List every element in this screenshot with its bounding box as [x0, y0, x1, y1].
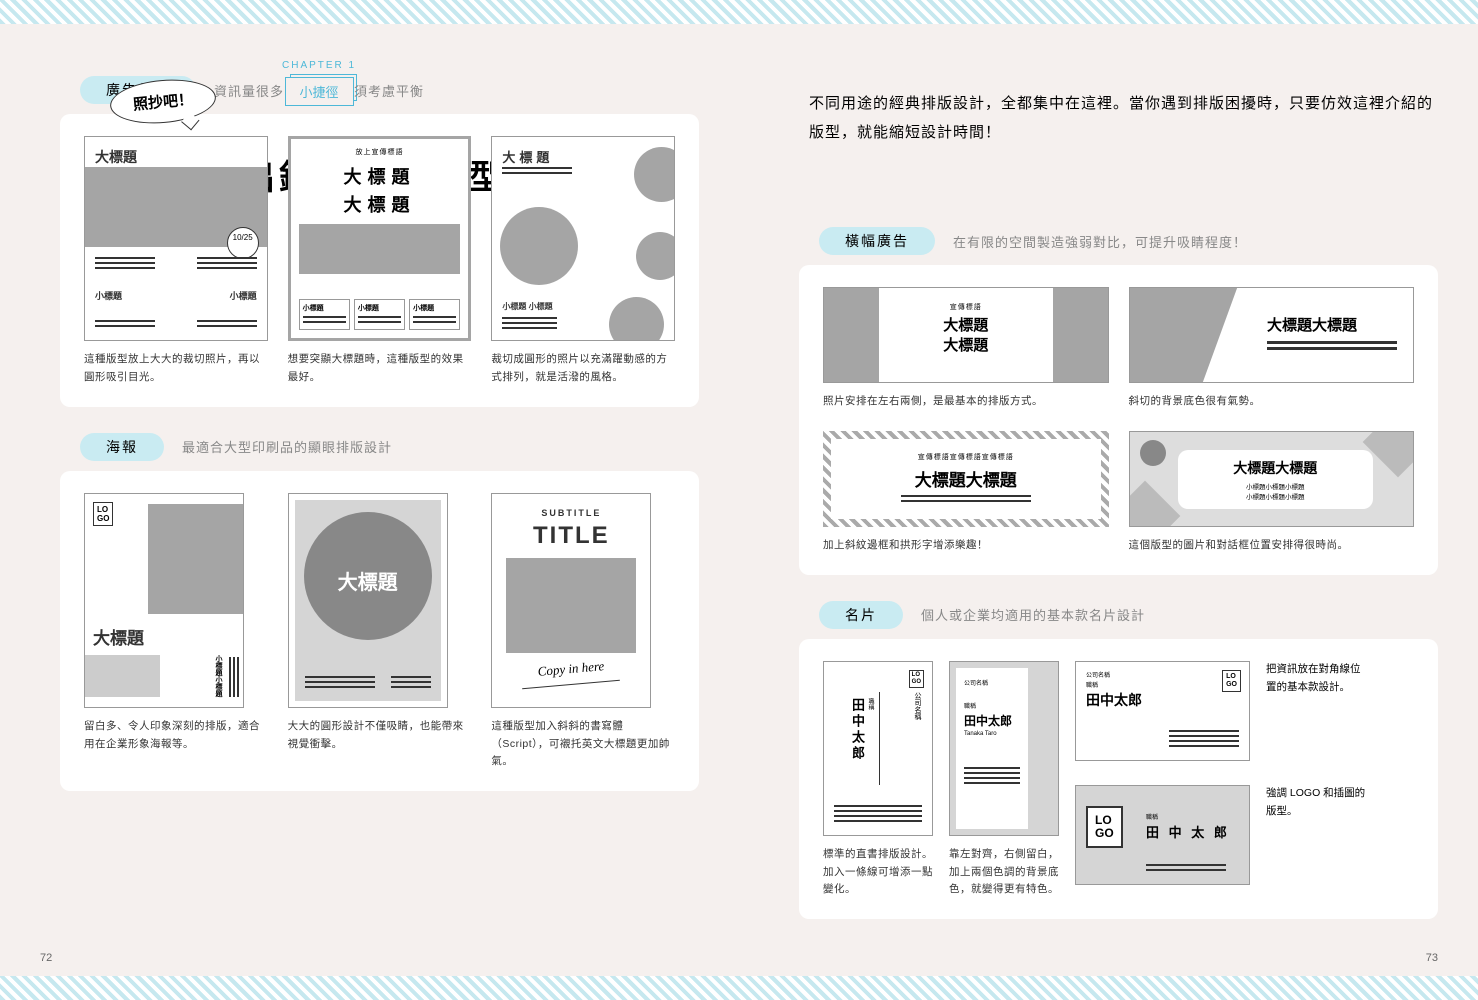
bizcard-1: LOGO 公司名稱 職稱 田中太郎 標準的直書排版設計。加入一條線可增添一點變化… [823, 661, 933, 900]
page-number-right: 73 [1426, 952, 1438, 964]
intro-text: 不同用途的經典排版設計，全都集中在這裡。當你遇到排版困擾時，只要仿效這裡介紹的版… [809, 90, 1438, 147]
bizcard-thumb-3: 公司名稱 職稱 田中太郎 LOGO [1075, 661, 1250, 761]
flyer-card-1: 大標題 10/25 小標題 小標題 這種版型放上大大的裁切照片，再以圓形吸引目光… [84, 136, 268, 387]
page-right: 不同用途的經典排版設計，全都集中在這裡。當你遇到排版困擾時，只要仿效這裡介紹的版… [739, 0, 1478, 1000]
section-sub: 最適合大型印刷品的顯眼排版設計 [182, 437, 392, 456]
bizcard-2: 公司名稱 職稱 田中太郎 Tanaka Taro 靠左對齊，右側留白，加上兩個色… [949, 661, 1059, 900]
chapter-box: CHAPTER 1 小捷徑 [282, 60, 356, 106]
bizcard-thumb-4: LOGO 職稱 田 中 太 郎 [1075, 785, 1250, 885]
banner-thumb-3: 宣傳標語宣傳標語宣傳標語 大標題大標題 [823, 431, 1109, 527]
banner-card-1: 宣傳標語 大標題 大標題 照片安排在左右兩側，是最基本的排版方式。 [823, 287, 1109, 411]
section-tag: 海報 [80, 433, 164, 461]
caption: 大大的圓形設計不僅吸睛，也能帶來視覺衝擊。 [288, 718, 472, 754]
caption: 想要突顯大標題時，這種版型的效果最好。 [288, 351, 472, 387]
caption: 靠左對齊，右側留白，加上兩個色調的背景底色，就變得更有特色。 [949, 846, 1059, 900]
flyer-row: 大標題 10/25 小標題 小標題 這種版型放上大大的裁切照片，再以圓形吸引目光… [60, 114, 699, 407]
section-banner: 橫幅廣告 在有限的空間製造強弱對比，可提升吸睛程度！ 宣傳標語 大標題 大標題 … [779, 227, 1438, 575]
banner-thumb-1: 宣傳標語 大標題 大標題 [823, 287, 1109, 383]
flyer-thumb-1: 大標題 10/25 小標題 小標題 [84, 136, 268, 341]
banner-card-3: 宣傳標語宣傳標語宣傳標語 大標題大標題 加上斜紋邊框和拱形字增添樂趣！ [823, 431, 1109, 555]
bizcard-thumb-1: LOGO 公司名稱 職稱 田中太郎 [823, 661, 933, 836]
caption: 這個版型的圖片和對話框位置安排得很時尚。 [1129, 537, 1415, 555]
caption: 強調 LOGO 和插圖的版型。 [1266, 785, 1366, 821]
caption: 裁切成圓形的照片以充滿躍動感的方式排列，就是活潑的風格。 [491, 351, 675, 387]
caption: 留白多、令人印象深刻的排版，適合用在企業形象海報等。 [84, 718, 268, 754]
section-flyer: 廣告傳單 資訊量很多時，排版必須考慮平衡 大標題 10/25 小標題 小標題 [40, 76, 699, 407]
poster-thumb-1: LOGO 大標題 小標題小標題 [84, 493, 244, 708]
flyer-thumb-2: 放上宣傳標語 大標題 大標題 小標題 小標題 小標題 [288, 136, 472, 341]
bizcard-row: LOGO 公司名稱 職稱 田中太郎 標準的直書排版設計。加入一條線可增添一點變化… [799, 639, 1438, 920]
flyer-card-3: 大標題 小標題 小標題 裁切成圓形的照片以充滿躍動感的方式排列，就是活潑的風格。 [491, 136, 675, 387]
section-tag: 橫幅廣告 [819, 227, 935, 255]
section-tag: 名片 [819, 601, 903, 629]
poster-thumb-3: SUBTITLE TITLE Copy in here [491, 493, 651, 708]
section-sub: 個人或企業均適用的基本款名片設計 [921, 605, 1145, 624]
caption: 加上斜紋邊框和拱形字增添樂趣！ [823, 537, 1109, 555]
caption: 照片安排在左右兩側，是最基本的排版方式。 [823, 393, 1109, 411]
poster-card-3: SUBTITLE TITLE Copy in here 這種版型加入斜斜的書寫體… [491, 493, 675, 772]
poster-card-1: LOGO 大標題 小標題小標題 留白多、令人印象深刻的排版，適合用在企業形象海報… [84, 493, 268, 772]
caption: 標準的直書排版設計。加入一條線可增添一點變化。 [823, 846, 933, 900]
banner-card-4: 大標題大標題 小標題小標題小標題 小標題小標題小標題 這個版型的圖片和對話框位置… [1129, 431, 1415, 555]
banner-row: 宣傳標語 大標題 大標題 照片安排在左右兩側，是最基本的排版方式。 大標題大標題 [799, 265, 1438, 575]
flyer-thumb-3: 大標題 小標題 小標題 [491, 136, 675, 341]
chapter-label: CHAPTER 1 [282, 60, 356, 71]
section-poster: 海報 最適合大型印刷品的顯眼排版設計 LOGO 大標題 小標題小標題 留 [40, 433, 699, 792]
bizcard-thumb-2: 公司名稱 職稱 田中太郎 Tanaka Taro [949, 661, 1059, 836]
banner-thumb-2: 大標題大標題 [1129, 287, 1415, 383]
book-spread: 照抄吧！ CHAPTER 1 小捷徑 絕不出錯的好用版型 廣告傳單 資訊量很多時… [0, 0, 1478, 1000]
page-number-left: 72 [40, 952, 52, 964]
flyer-card-2: 放上宣傳標語 大標題 大標題 小標題 小標題 小標題 想要突顯大標題時，這種版型… [288, 136, 472, 387]
page-left: 照抄吧！ CHAPTER 1 小捷徑 絕不出錯的好用版型 廣告傳單 資訊量很多時… [0, 0, 739, 1000]
banner-card-2: 大標題大標題 斜切的背景底色很有氣勢。 [1129, 287, 1415, 411]
banner-thumb-4: 大標題大標題 小標題小標題小標題 小標題小標題小標題 [1129, 431, 1415, 527]
poster-row: LOGO 大標題 小標題小標題 留白多、令人印象深刻的排版，適合用在企業形象海報… [60, 471, 699, 792]
section-sub: 在有限的空間製造強弱對比，可提升吸睛程度！ [953, 232, 1247, 251]
poster-thumb-2: 大標題 [288, 493, 448, 708]
section-bizcard: 名片 個人或企業均適用的基本款名片設計 LOGO 公司名稱 職稱 田中太郎 [779, 601, 1438, 920]
poster-card-2: 大標題 大大的圓形設計不僅吸睛，也能帶來視覺衝擊。 [288, 493, 472, 772]
caption: 這種版型放上大大的裁切照片，再以圓形吸引目光。 [84, 351, 268, 387]
chapter-tag: 小捷徑 [285, 77, 354, 106]
caption: 把資訊放在對角線位置的基本款設計。 [1266, 661, 1366, 697]
caption: 斜切的背景底色很有氣勢。 [1129, 393, 1415, 411]
caption: 這種版型加入斜斜的書寫體（Script），可襯托英文大標題更加帥氣。 [491, 718, 675, 772]
